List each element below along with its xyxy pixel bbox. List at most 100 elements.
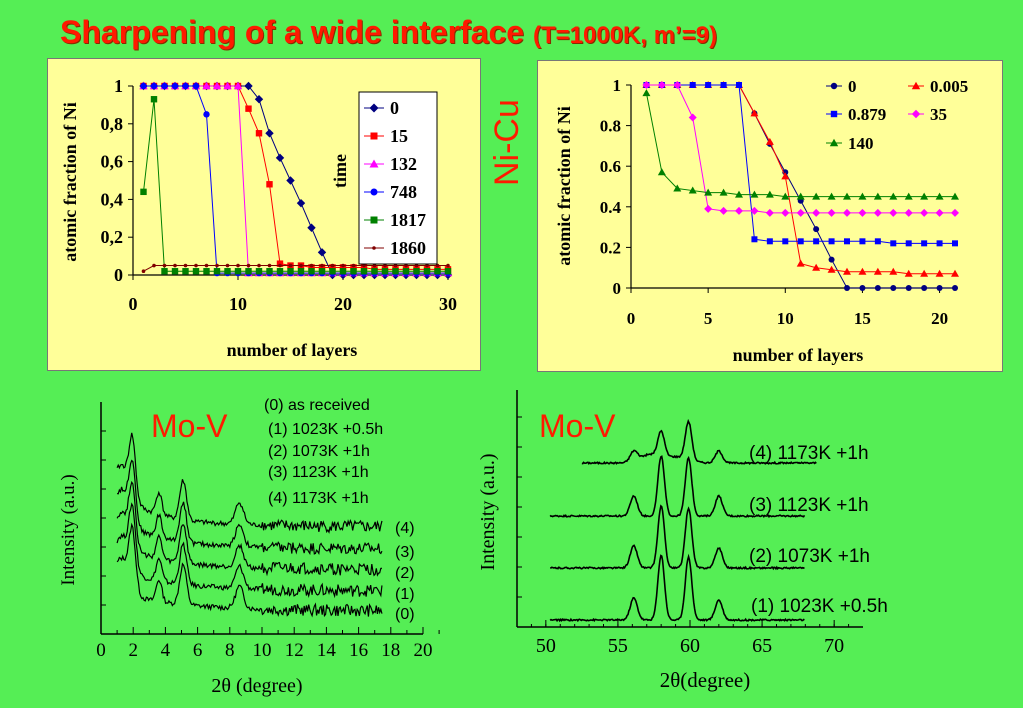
- chart3-x-tick-label: 20: [414, 640, 433, 661]
- chart1-point: [276, 268, 284, 275]
- chart1-y-label: atomic fraction of Ni: [60, 102, 80, 261]
- chart3-curve-label: (4): [395, 520, 415, 537]
- chart1-x-label: number of layers: [227, 340, 358, 360]
- chart2-series-1: [642, 81, 959, 277]
- legend-swatch-marker: [370, 132, 378, 140]
- chart1-point: [307, 223, 316, 232]
- slide-title: Sharpening of a wide interface (T=1000K,…: [60, 14, 717, 51]
- chart2-point: [874, 285, 881, 291]
- chart1-point: [182, 82, 189, 90]
- chart2-series-2: [643, 82, 958, 247]
- legend-swatch-marker: [829, 138, 839, 147]
- chart1-y-tick-label: 0,2: [101, 227, 124, 247]
- chart2-point: [719, 188, 728, 196]
- chart4-x-tick-label: 70: [824, 635, 844, 657]
- chart2-point: [935, 269, 944, 277]
- chart2-point: [951, 208, 959, 217]
- chart1-legend-label: 0: [390, 98, 399, 118]
- chart1-legend-label: 748: [390, 182, 417, 202]
- chart1-point: [182, 268, 189, 275]
- chart1-point: [267, 263, 272, 268]
- chart1-point: [318, 268, 326, 275]
- chart2-point: [873, 208, 882, 217]
- chart1-legend-title: time: [330, 154, 350, 188]
- chart1-point: [318, 264, 326, 271]
- chart1-point: [320, 263, 324, 268]
- chart4-x-label: 2θ(degree): [660, 668, 751, 692]
- chart2-point: [813, 238, 820, 245]
- chart1-point: [161, 82, 168, 90]
- chart2-point: [735, 206, 743, 215]
- chart2-x-tick-label: 5: [704, 309, 713, 328]
- title-main: Sharpening of a wide interface: [60, 14, 525, 50]
- chart1-point: [297, 268, 305, 275]
- chart1-point: [150, 96, 158, 103]
- chart3-legend-entry: (0) as received: [264, 397, 370, 414]
- chart1-point: [434, 268, 441, 275]
- chart1-point: [203, 111, 210, 118]
- mov-label-right: Mo-V: [539, 408, 616, 444]
- chart1-point: [245, 268, 252, 275]
- chart2-point: [673, 81, 682, 89]
- chart4-x-tick-label: 65: [752, 635, 772, 657]
- chart2-point: [796, 192, 805, 200]
- chart1-point: [233, 81, 243, 90]
- chart2-legend-label: 0: [848, 77, 857, 96]
- chart1-point: [444, 268, 452, 275]
- chart2-x-tick-label: 15: [854, 309, 871, 328]
- chart1-point: [236, 263, 240, 268]
- chart2-point: [844, 238, 850, 245]
- chart1-point: [351, 263, 356, 268]
- chart2-point: [889, 267, 898, 275]
- chart1-point: [162, 263, 167, 268]
- chart1-point: [309, 263, 314, 268]
- chart2-legend-label: 35: [930, 105, 947, 124]
- chart1-point: [308, 264, 315, 271]
- chart2-point: [781, 208, 790, 217]
- chart2-point: [827, 208, 836, 217]
- chart1-point: [360, 268, 368, 275]
- chart3-series-3: [116, 459, 383, 556]
- chart3-legend-entry: (4) 1173K +1h: [268, 490, 369, 507]
- chart1-point: [140, 82, 147, 90]
- chart3-x-tick-label: 18: [381, 640, 400, 661]
- chart1-point: [330, 263, 335, 268]
- chart1-y-tick-label: 1: [114, 76, 123, 96]
- chart2-point: [751, 236, 758, 243]
- chart2-point: [905, 285, 912, 291]
- chart2-y-tick-label: 0.6: [600, 157, 621, 176]
- chart2-point: [765, 190, 774, 198]
- chart2-y-tick-label: 0.8: [600, 117, 621, 136]
- chart2-point: [782, 238, 789, 245]
- chart2-point: [828, 238, 835, 245]
- legend-swatch-marker: [369, 159, 379, 168]
- chart1-point: [350, 268, 357, 275]
- chart3-legend-entry: (1) 1023K +0.5h: [268, 421, 383, 438]
- chart1-point: [446, 263, 450, 268]
- chart1-point: [371, 268, 378, 275]
- chart2-point: [781, 172, 790, 180]
- chart1-legend-label: 1817: [390, 210, 426, 230]
- chart1-point: [255, 268, 263, 275]
- chart1-point: [317, 248, 327, 257]
- chart1-point: [404, 263, 408, 268]
- chart1-point: [266, 268, 273, 275]
- chart3-x-tick-label: 4: [161, 640, 171, 661]
- chart1-point: [341, 263, 345, 268]
- chart2-point: [812, 208, 821, 217]
- legend-swatch-marker: [370, 216, 378, 224]
- chart1-series-line: [143, 265, 448, 272]
- chart2-point: [642, 89, 651, 97]
- chart1-y-tick-label: 0,8: [101, 114, 124, 134]
- chart2-point: [935, 192, 944, 200]
- chart1-x-tick-label: 10: [229, 294, 247, 314]
- chart2-point: [689, 82, 696, 88]
- chart1-point: [423, 268, 431, 275]
- chart1-point: [299, 263, 303, 268]
- legend-swatch-marker: [911, 81, 921, 90]
- chart2-point: [873, 192, 882, 200]
- chart1-point: [203, 268, 210, 275]
- chart1-point: [225, 263, 230, 268]
- chart1-point: [286, 176, 295, 185]
